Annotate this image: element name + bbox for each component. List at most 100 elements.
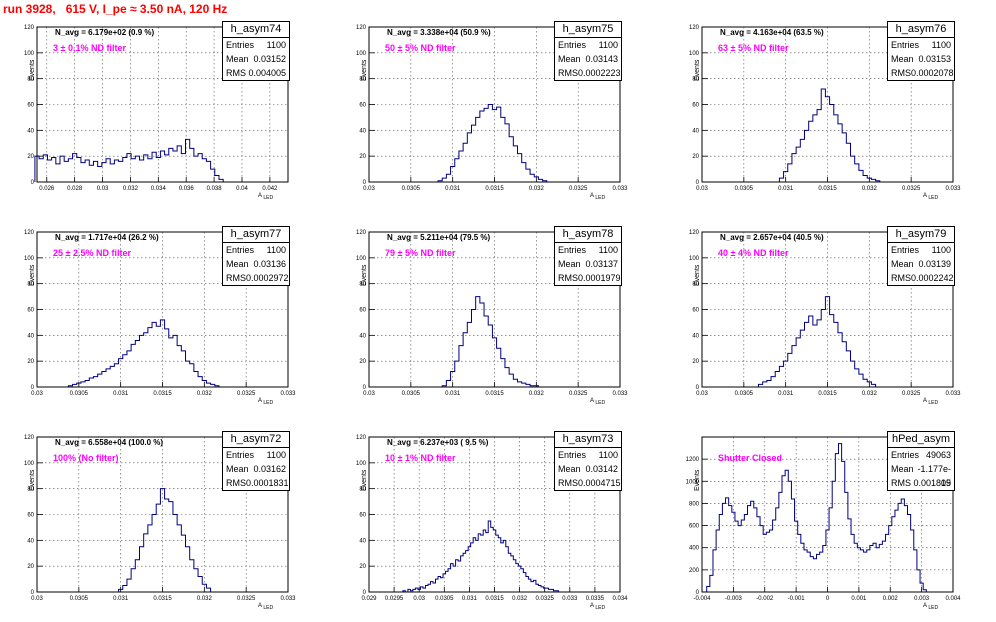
x-axis-label-main: A xyxy=(590,603,595,609)
x-axis-label-subscript: LED xyxy=(262,605,274,612)
stat-rms: RMS 0.004005 xyxy=(223,66,289,80)
x-tick-label: 0.0305 xyxy=(735,391,754,397)
histogram-name: h_asym77 xyxy=(223,227,289,243)
y-tick-label: 0 xyxy=(363,180,367,186)
histogram-line xyxy=(706,443,943,593)
x-axis-label: A LED xyxy=(590,398,605,406)
stat-label: Mean xyxy=(226,54,249,64)
x-tick-label: 0.0315 xyxy=(153,596,172,602)
x-tick-label: 0.0305 xyxy=(70,391,89,397)
plot-frame xyxy=(701,26,954,183)
x-tick-label: 0.002 xyxy=(883,596,899,602)
x-tick-label: 0.029 xyxy=(361,596,377,602)
x-tick-label: 0.033 xyxy=(612,186,628,192)
x-tick-label: 0.0305 xyxy=(402,186,421,192)
stat-value: 0.03142 xyxy=(585,464,618,474)
n-avg-label: N_avg = 6.237e+03 ( 9.5 %) xyxy=(387,438,489,447)
x-tick-label: 0.001 xyxy=(851,596,867,602)
y-tick-label: 80 xyxy=(359,77,366,83)
stat-entries: Entries 1100 xyxy=(888,243,954,257)
stat-value: 0.0004715 xyxy=(578,478,621,488)
histogram-line xyxy=(67,319,224,388)
y-axis-label-wrap: Events xyxy=(359,27,369,87)
histogram-name: h_asym79 xyxy=(888,227,954,243)
stat-mean: Mean -1.177e-05 xyxy=(888,462,954,488)
x-axis-label: A LED xyxy=(258,603,273,611)
stat-rms: RMS 0.0001831 xyxy=(223,476,289,490)
y-tick-label: 60 xyxy=(27,103,34,109)
x-tick-label: 0.034 xyxy=(151,186,167,192)
x-tick-label: 0.03 xyxy=(363,186,375,192)
y-tick-label: 40 xyxy=(27,128,34,134)
stat-label: RMS xyxy=(891,273,911,283)
histogram-line xyxy=(402,520,562,593)
x-tick-label: 0.0315 xyxy=(153,391,172,397)
histogram-line xyxy=(34,138,228,183)
y-tick-label: 100 xyxy=(356,256,367,262)
y-tick-label: 20 xyxy=(27,359,34,365)
y-tick-label: 20 xyxy=(359,564,366,570)
plot-frame xyxy=(368,26,621,183)
histogram-plot: 0.029 0.0295 0.03 0.0305 0.031 0.0315 0.032 0.0… xyxy=(356,435,628,602)
stat-entries: Entries 1100 xyxy=(555,243,621,257)
stat-value: 0.03137 xyxy=(585,259,618,269)
stats-box: hPed_asym Entries 49063 Mean -1.177e-05 RMS 0.… xyxy=(887,431,955,491)
x-tick-label: 0.0335 xyxy=(586,596,605,602)
y-tick-label: 20 xyxy=(359,359,366,365)
x-tick-label: -0.002 xyxy=(756,596,774,602)
y-tick-label: 100 xyxy=(24,256,35,262)
y-tick-label: 100 xyxy=(356,51,367,57)
stat-label: Mean xyxy=(226,259,249,269)
stat-rms: RMS 0.0001979 xyxy=(555,271,621,285)
filter-note: 63 ± 5% ND filter xyxy=(718,43,789,53)
x-tick-label: 0.03 xyxy=(31,391,43,397)
y-tick-label: 100 xyxy=(689,256,700,262)
histogram-panel: 0.03 0.0305 0.031 0.0315 0.032 0.0325 0.033 0 20… xyxy=(24,431,296,611)
x-tick-label: 0.0325 xyxy=(569,391,588,397)
stat-mean: Mean 0.03153 xyxy=(888,52,954,66)
stats-box: h_asym72 Entries 1100 Mean 0.03162 RMS 0.00018… xyxy=(222,431,290,491)
x-tick-label: 0.0325 xyxy=(536,596,555,602)
x-tick-label: 0.032 xyxy=(529,186,545,192)
x-tick-label: 0.0325 xyxy=(237,391,256,397)
y-tick-label: 80 xyxy=(359,282,366,288)
x-axis-label: A LED xyxy=(923,193,938,201)
stat-value: 1100 xyxy=(931,245,951,255)
histogram-plot: -0.004 -0.003 -0.002 -0.001 0 0.001 0.002 0.003… xyxy=(686,436,961,602)
stat-label: Entries xyxy=(558,450,587,460)
y-tick-label: 60 xyxy=(692,103,699,109)
stat-entries: Entries 1100 xyxy=(555,448,621,462)
stat-mean: Mean 0.03142 xyxy=(555,462,621,476)
filter-note: 10 ± 1% ND filter xyxy=(385,453,456,463)
histogram-name: hPed_asym xyxy=(888,432,954,448)
x-tick-label: 0.031 xyxy=(778,391,794,397)
x-tick-label: 0.0325 xyxy=(902,186,921,192)
y-tick-label: 120 xyxy=(24,25,35,31)
histogram-panel: 0.029 0.0295 0.03 0.0305 0.031 0.0315 0.032 0.0… xyxy=(356,431,628,611)
x-tick-label: -0.004 xyxy=(693,596,711,602)
x-tick-label: 0.0305 xyxy=(435,596,454,602)
y-tick-label: 0 xyxy=(696,590,700,596)
x-tick-label: 0.0315 xyxy=(818,391,837,397)
stat-entries: Entries 49063 xyxy=(888,448,954,462)
stat-rms: RMS 0.0002242 xyxy=(888,271,954,285)
y-tick-label: 1200 xyxy=(686,457,700,463)
x-tick-label: 0.026 xyxy=(39,186,55,192)
y-axis-label: Events xyxy=(29,264,36,286)
histogram-name: h_asym76 xyxy=(888,22,954,38)
n-avg-label: N_avg = 1.717e+04 (26.2 %) xyxy=(55,233,159,242)
stat-label: Entries xyxy=(558,245,587,255)
y-axis-label: Events xyxy=(361,264,368,286)
x-axis-label-main: A xyxy=(923,398,928,404)
y-tick-label: 40 xyxy=(692,333,699,339)
stat-value: 1100 xyxy=(598,40,618,50)
y-tick-label: 20 xyxy=(692,359,699,365)
y-tick-label: 600 xyxy=(689,524,700,530)
y-tick-label: 0 xyxy=(363,590,367,596)
x-tick-label: 0 xyxy=(826,596,830,602)
x-tick-label: 0.032 xyxy=(512,596,528,602)
stat-mean: Mean 0.03152 xyxy=(223,52,289,66)
x-tick-label: 0.0295 xyxy=(385,596,404,602)
x-axis-label: A LED xyxy=(590,603,605,611)
x-axis-label: A LED xyxy=(258,193,273,201)
